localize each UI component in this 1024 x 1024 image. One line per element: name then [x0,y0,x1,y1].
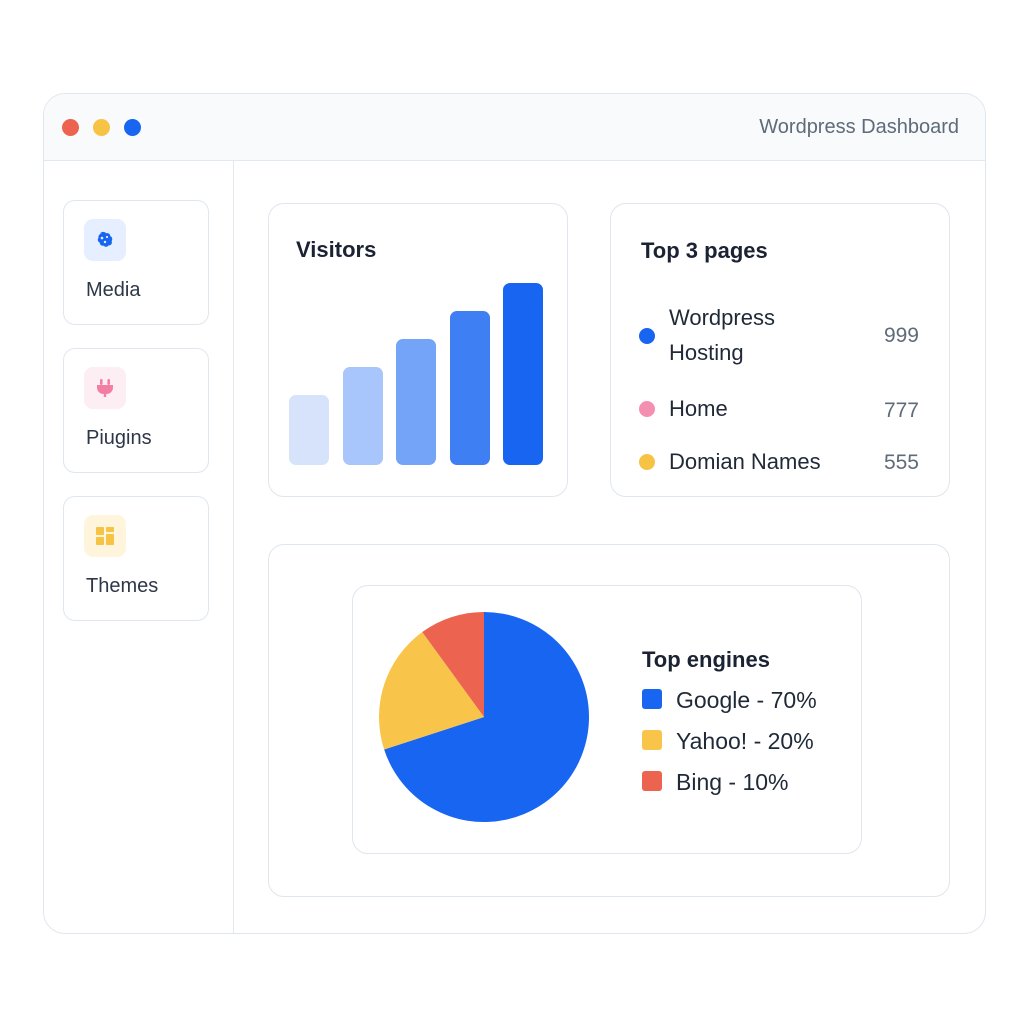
legend-label: Yahoo! - 20% [676,728,814,754]
minimize-button[interactable] [93,119,110,136]
list-item[interactable]: Home 777 [639,391,919,427]
legend-swatch [642,689,662,709]
layout-icon [84,515,126,557]
pie-slice-google [384,612,589,822]
legend-label: Google - 70% [676,687,817,713]
legend-swatch [642,771,662,791]
title-bar: Wordpress Dashboard [44,94,985,161]
status-dot [639,328,655,344]
visitors-bar [396,339,436,465]
sidebar-item-label: Media [86,279,141,301]
sidebar-item-label: Piugins [86,427,152,449]
visitors-bar [449,311,490,465]
page-name: Domian Names [669,449,821,474]
page-count: 555 [883,451,919,474]
sidebar-item-media[interactable]: Media [63,200,209,325]
legend-swatch [642,730,662,750]
sidebar-item-label: Themes [86,575,159,597]
status-dot [639,401,655,417]
engines-title: Top engines [642,647,770,672]
visitors-card: Visitors [268,203,568,497]
list-item[interactable]: Domian Names 555 [639,444,919,480]
list-item[interactable]: Wordpress Hosting 999 [639,300,919,372]
visitors-bar-chart [269,204,569,498]
visitors-bar [342,367,383,465]
close-button[interactable] [62,119,79,136]
top-pages-card: Top 3 pages Wordpress Hosting 999 Home 7… [610,203,950,497]
engines-card: Top engines Google - 70% Yahoo! - 20% Bi… [352,585,862,854]
top-pages-title: Top 3 pages [641,238,768,263]
legend-label: Bing - 10% [676,769,789,795]
visitors-bar [503,283,543,465]
sidebar-item-plugins[interactable]: Piugins [63,348,209,473]
maximize-button[interactable] [124,119,141,136]
page-name: Home [669,396,728,421]
sidebar-item-themes[interactable]: Themes [63,496,209,621]
sidebar: Media Piugins [44,161,234,933]
engines-panel: Top engines Google - 70% Yahoo! - 20% Bi… [268,544,950,897]
page-count: 777 [883,399,919,422]
engines-pie-chart [379,612,589,822]
pie-slice-yahoo [379,632,484,750]
visitors-title: Visitors [296,237,377,262]
pie-slice-bing [422,612,484,717]
page-count: 999 [883,324,919,347]
window-title: Wordpress Dashboard [759,116,959,138]
status-dot [639,454,655,470]
plug-icon [84,367,126,409]
page-name: Wordpress Hosting [669,305,775,365]
media-icon [84,219,126,261]
visitors-bar [289,395,329,465]
